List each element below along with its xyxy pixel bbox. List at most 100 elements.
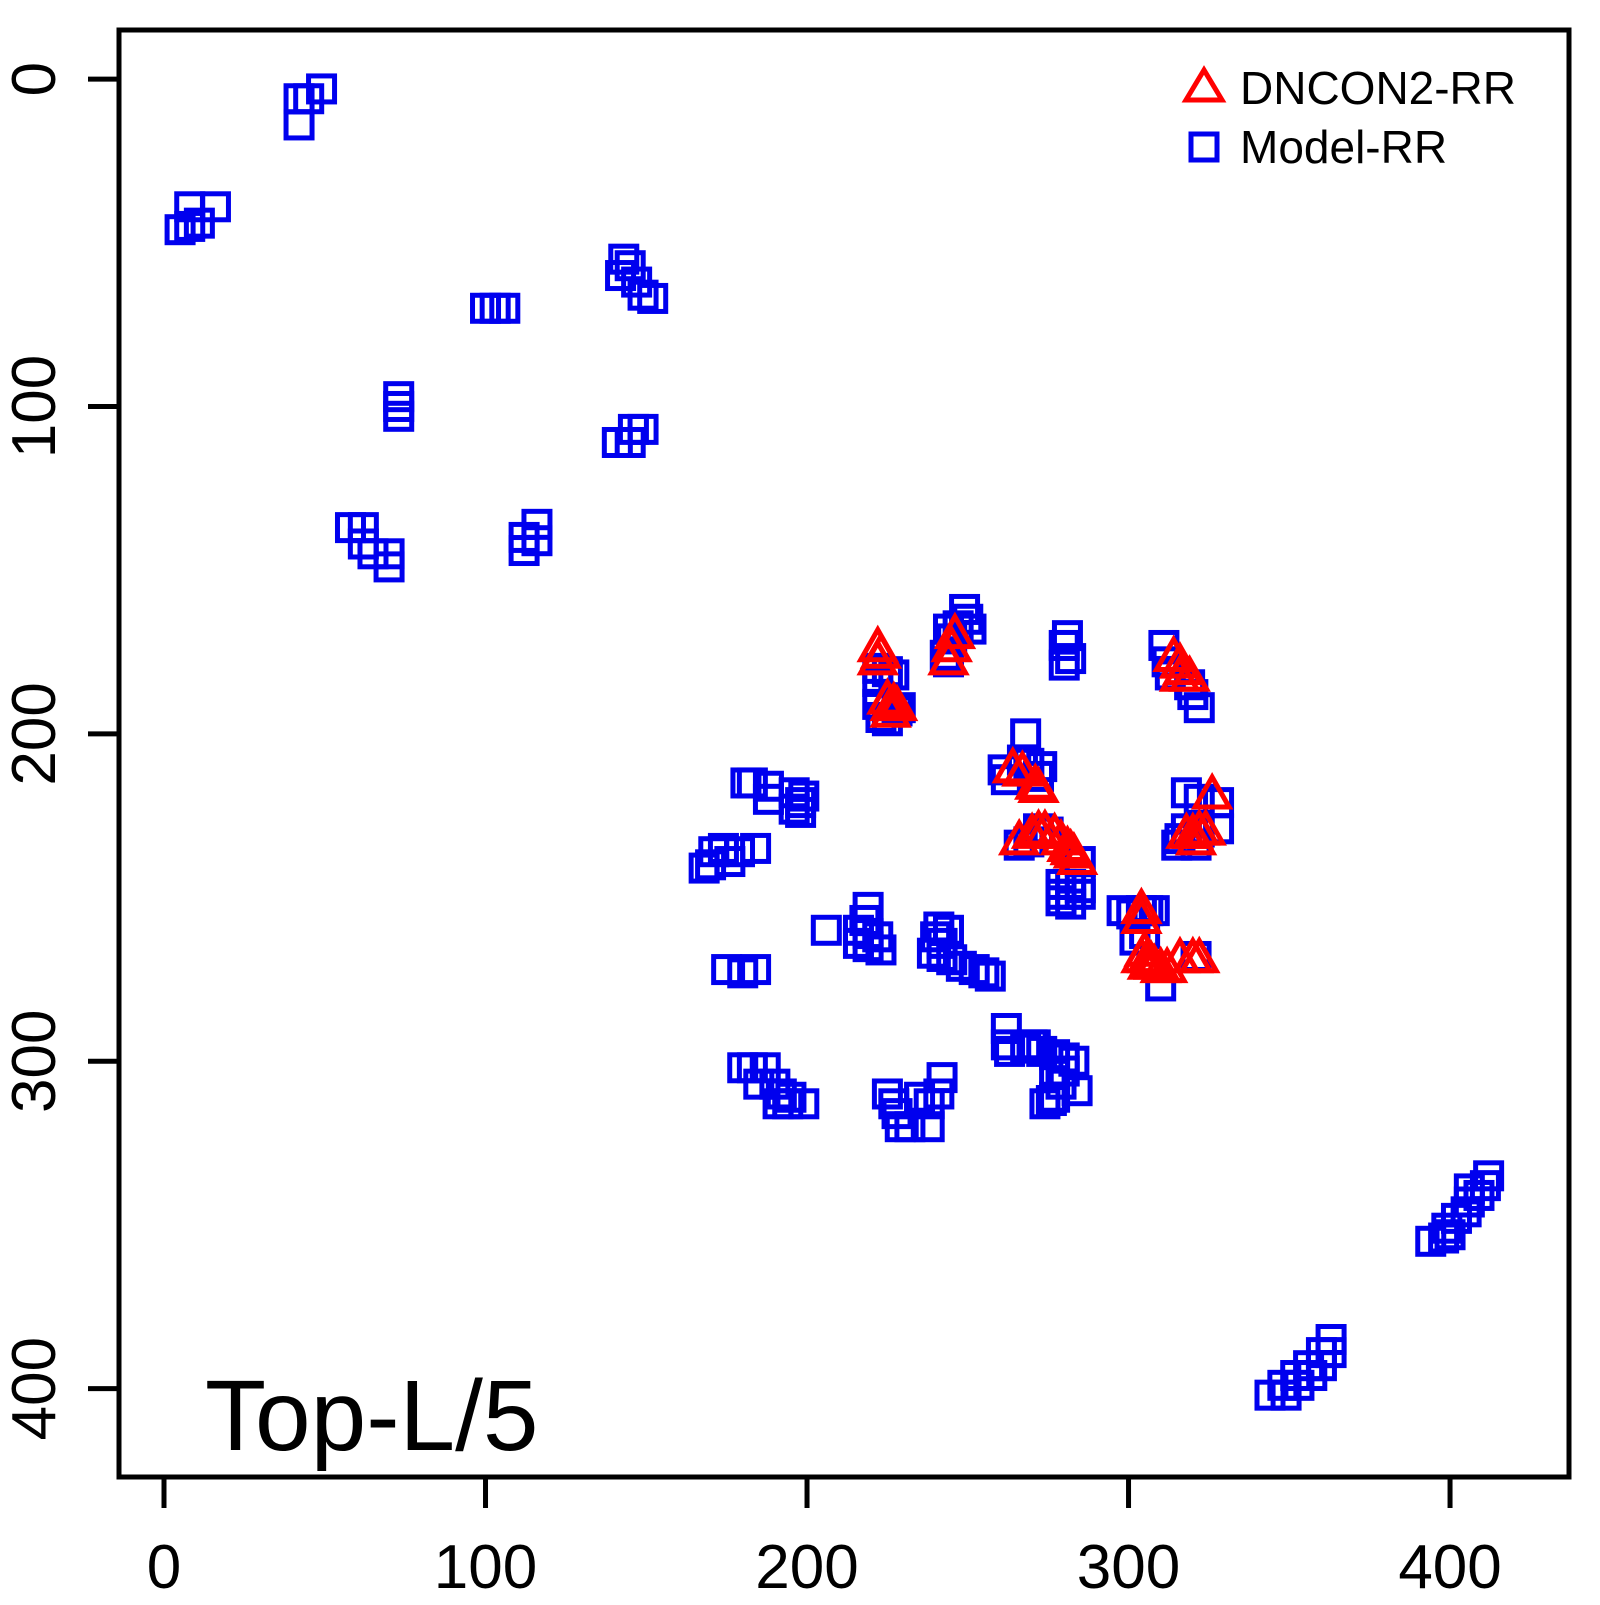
data-point-dncon2-rr <box>1001 749 1044 787</box>
data-point-model-rr <box>913 1088 945 1120</box>
x-tick-label: 200 <box>755 1533 858 1600</box>
data-point-dncon2-rr <box>869 690 912 728</box>
data-point-dncon2-rr <box>1010 811 1054 849</box>
data-point-model-rr <box>785 796 817 828</box>
data-point-dncon2-rr <box>1126 942 1170 980</box>
data-point-model-rr <box>174 210 206 242</box>
data-point-model-rr <box>183 207 215 239</box>
data-point-dncon2-rr <box>1177 935 1221 974</box>
data-point-model-rr <box>724 836 756 868</box>
data-point-model-rr <box>949 593 981 625</box>
data-point-model-rr <box>1469 1170 1501 1202</box>
x-axis: 0 100 200 300 400 <box>147 1477 1502 1602</box>
data-point-model-rr <box>923 1078 955 1110</box>
y-tick-label: 300 <box>0 1010 69 1113</box>
data-point-model-rr <box>383 390 415 422</box>
data-point-dncon2-rr <box>1158 654 1202 692</box>
data-point-dncon2-rr <box>1055 837 1099 876</box>
data-point-model-rr <box>637 282 669 314</box>
data-point-model-rr <box>810 914 842 946</box>
legend-label-dncon2: DNCON2-RR <box>1240 62 1516 114</box>
data-point-model-rr <box>1473 1160 1505 1192</box>
data-point-model-rr <box>383 400 415 432</box>
y-tick-label: 400 <box>0 1337 69 1440</box>
x-tick-label: 400 <box>1398 1533 1501 1600</box>
data-point-model-rr <box>1045 878 1077 910</box>
data-point-model-rr <box>958 954 990 986</box>
data-point-model-rr <box>714 846 746 878</box>
data-point-model-rr <box>778 777 810 809</box>
data-point-model-rr <box>916 937 948 969</box>
data-point-model-rr <box>974 960 1006 992</box>
data-point-model-rr <box>740 954 772 986</box>
data-point-model-rr <box>1010 1032 1042 1064</box>
data-point-model-rr <box>283 109 315 141</box>
data-point-model-rr <box>199 191 231 223</box>
data-point-model-rr <box>605 260 637 292</box>
data-point-model-rr <box>990 1012 1022 1044</box>
data-point-dncon2-rr <box>930 624 973 663</box>
data-point-model-rr <box>1315 1324 1347 1356</box>
data-point-model-rr <box>1045 885 1077 917</box>
data-point-model-rr <box>1051 620 1083 652</box>
data-point-model-rr <box>736 767 768 799</box>
data-point-model-rr <box>904 1081 936 1113</box>
data-point-model-rr <box>871 1078 903 1110</box>
data-point-dncon2-rr <box>1190 771 1234 810</box>
x-tick-label: 100 <box>434 1533 537 1600</box>
data-point-model-rr <box>1183 692 1215 724</box>
series-dncon2-rr <box>856 611 1234 984</box>
data-point-model-rr <box>470 292 502 324</box>
series-model-rr <box>164 73 1505 1411</box>
data-point-model-rr <box>920 921 952 953</box>
data-point-model-rr <box>1431 1212 1463 1244</box>
data-point-model-rr <box>306 73 338 105</box>
data-point-model-rr <box>894 1111 926 1143</box>
data-point-dncon2-rr <box>1017 765 1060 804</box>
data-point-model-rr <box>1064 878 1096 910</box>
data-point-model-rr <box>788 1088 820 1120</box>
data-point-model-rr <box>1048 649 1080 681</box>
data-point-model-rr <box>842 927 874 959</box>
data-point-model-rr <box>711 954 743 986</box>
data-point-model-rr <box>489 292 521 324</box>
data-point-dncon2-rr <box>1174 817 1218 856</box>
data-point-dncon2-rr <box>933 611 977 650</box>
data-point-model-rr <box>865 934 897 966</box>
legend-label-model: Model-RR <box>1240 121 1447 173</box>
data-point-model-rr <box>1055 878 1087 910</box>
data-point-model-rr <box>936 944 968 976</box>
x-tick-label: 300 <box>1077 1533 1180 1600</box>
data-point-model-rr <box>1055 888 1087 920</box>
x-tick-label: 0 <box>147 1533 181 1600</box>
data-point-model-rr <box>479 292 511 324</box>
y-tick-label: 200 <box>0 682 69 785</box>
plot-border <box>116 27 1572 1480</box>
data-point-dncon2-rr <box>1120 896 1163 934</box>
data-point-model-rr <box>614 250 646 282</box>
data-point-model-rr <box>164 214 196 246</box>
legend-triangle-icon <box>1181 65 1227 103</box>
data-point-model-rr <box>614 426 646 458</box>
data-point-model-rr <box>913 1111 945 1143</box>
data-point-model-rr <box>373 551 405 583</box>
data-point-dncon2-rr <box>997 817 1041 856</box>
data-point-model-rr <box>765 1078 797 1110</box>
y-axis: 0 100 200 300 400 <box>0 62 119 1440</box>
data-point-model-rr <box>968 957 1000 989</box>
data-point-model-rr <box>1061 1075 1093 1107</box>
data-point-model-rr <box>1039 1081 1071 1113</box>
data-point-model-rr <box>1055 643 1087 675</box>
data-point-model-rr <box>1029 1088 1061 1120</box>
data-point-model-rr <box>1010 718 1042 750</box>
data-point-model-rr <box>778 793 810 825</box>
data-point-dncon2-rr <box>991 745 1035 784</box>
data-point-model-rr <box>1434 1219 1466 1251</box>
data-point-model-rr <box>508 535 540 567</box>
y-tick-label: 100 <box>0 355 69 458</box>
data-point-model-rr <box>926 940 958 972</box>
legend-square-icon <box>1188 131 1220 163</box>
data-point-model-rr <box>749 1052 781 1084</box>
